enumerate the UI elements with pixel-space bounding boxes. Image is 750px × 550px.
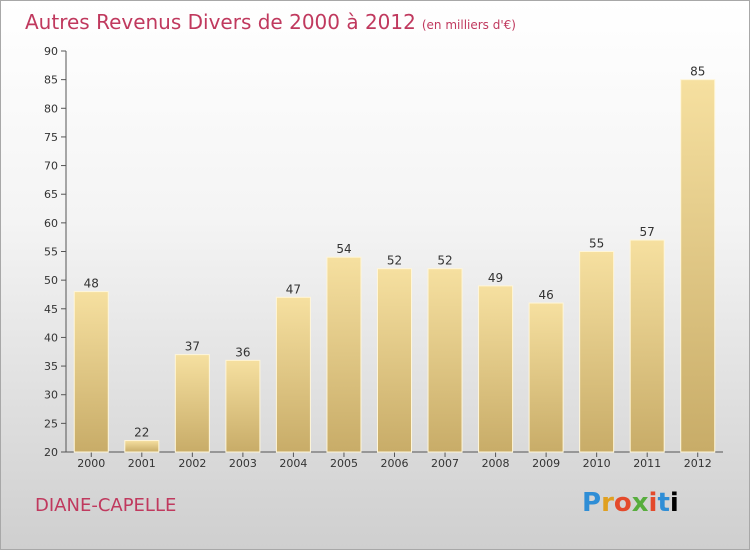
bar-value-label: 22 [134,426,149,440]
y-tick-label: 55 [44,246,58,259]
x-tick-label: 2004 [279,457,307,470]
y-tick-label: 90 [44,45,58,58]
bar [124,440,160,453]
x-tick-label: 2000 [77,457,105,470]
logo-letter: r [601,488,614,518]
x-tick-label: 2001 [128,457,156,470]
logo-letter: x [631,488,649,518]
bar-value-label: 85 [690,65,705,79]
bar-value-label: 55 [589,237,604,251]
y-tick-label: 40 [44,331,58,344]
bar-value-label: 37 [185,340,200,354]
y-tick-label: 20 [44,446,58,459]
logo-letter: o [613,488,632,518]
y-tick-label: 80 [44,102,58,115]
bar [174,354,210,453]
bar [73,291,109,453]
x-tick-label: 2006 [381,457,409,470]
logo-letter: P [582,488,602,518]
bar [225,359,261,453]
bar-value-label: 52 [437,254,452,268]
y-tick-label: 75 [44,131,58,144]
bar-value-label: 54 [336,242,351,256]
x-tick-label: 2008 [482,457,510,470]
place-name: DIANE-CAPELLE [35,495,177,516]
y-tick-label: 65 [44,188,58,201]
y-tick-label: 70 [44,160,58,173]
x-tick-label: 2003 [229,457,257,470]
axes: 20 25 30 35 40 45 50 55 60 65 70 75 80 85 90 [44,45,723,459]
labels: 2000 48 2001 22 2002 37 2003 36 2004 47 2005 54 2006… [77,65,711,470]
bar [478,285,514,453]
x-tick-label: 2007 [431,457,459,470]
logo-letter: i [669,488,679,518]
title-text: Autres Revenus Divers de 2000 à 2012 [25,10,416,34]
x-tick-label: 2011 [633,457,661,470]
bar-value-label: 47 [286,282,301,296]
proxiti-logo: Proxiti [582,488,679,518]
y-tick-label: 35 [44,360,58,373]
y-tick-label: 25 [44,417,58,430]
x-tick-label: 2002 [178,457,206,470]
y-tick-label: 85 [44,74,58,87]
bar [275,296,311,453]
x-tick-label: 2012 [684,457,712,470]
bar-value-label: 36 [235,345,250,359]
bar [680,79,716,453]
logo-letter: i [648,488,658,518]
chart-title: Autres Revenus Divers de 2000 à 2012 (en … [25,10,516,34]
y-tick-label: 60 [44,217,58,230]
bar-value-label: 46 [538,288,553,302]
bars [73,79,716,453]
bar [326,256,362,453]
bar [629,239,665,453]
x-tick-label: 2009 [532,457,560,470]
y-tick-label: 30 [44,389,58,402]
bar-value-label: 48 [84,277,99,291]
x-tick-label: 2005 [330,457,358,470]
y-tick-label: 50 [44,274,58,287]
y-tick-label: 45 [44,303,58,316]
bar [579,251,615,453]
bar-value-label: 57 [640,225,655,239]
title-unit: (en milliers d'€) [421,18,516,32]
bar [427,268,463,453]
logo-letter: t [657,488,670,518]
bar [377,268,412,453]
x-tick-label: 2010 [583,457,611,470]
bar-value-label: 49 [488,271,503,285]
bar [528,302,564,453]
bar-value-label: 52 [387,254,402,268]
